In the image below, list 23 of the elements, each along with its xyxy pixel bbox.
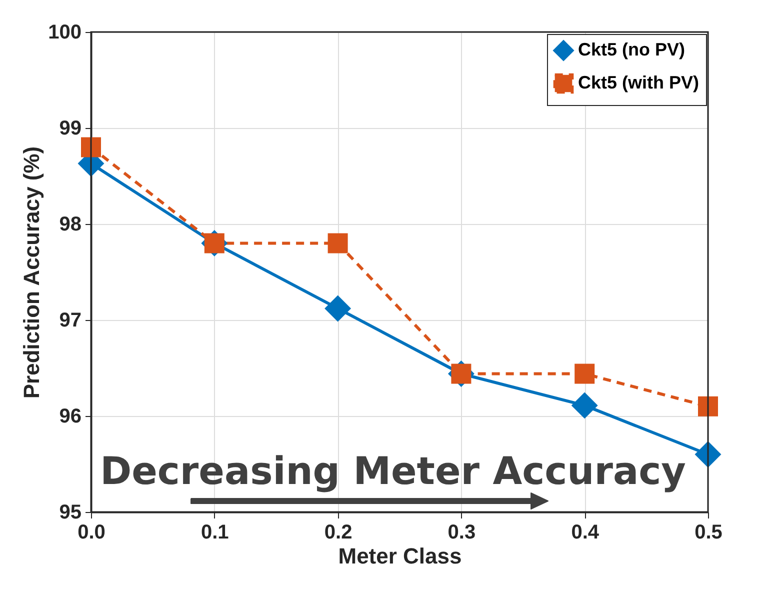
point: [324, 295, 352, 322]
y-tick-label: 98: [59, 214, 82, 236]
x-tick-label: 0.0: [78, 522, 106, 544]
point: [574, 364, 595, 384]
y-tick-label: 96: [59, 406, 82, 428]
y-tick-label: 100: [48, 22, 82, 44]
x-tick-label: 0.1: [200, 522, 229, 544]
x-tick-label: 0.3: [448, 522, 476, 544]
y-tick-label: 97: [59, 310, 82, 332]
point: [571, 392, 598, 419]
x-tick-label: 0.5: [694, 522, 722, 544]
y-tick-label: 99: [59, 118, 82, 140]
y-tick-label: 95: [59, 502, 82, 524]
annotation: Decreasing Meter Accuracy: [100, 449, 686, 493]
point: [328, 233, 348, 254]
x-axis-title: Meter Class: [338, 544, 462, 568]
x-tick-label: 0.4: [571, 522, 600, 544]
point: [698, 396, 718, 416]
point: [81, 137, 101, 158]
legend-label: Ckt5 (with PV): [578, 72, 700, 92]
x-tick-label: 0.2: [324, 522, 352, 544]
legend-label: Ckt5 (no PV): [578, 40, 686, 60]
y-axis-title: Prediction Accuracy (%): [19, 146, 44, 399]
